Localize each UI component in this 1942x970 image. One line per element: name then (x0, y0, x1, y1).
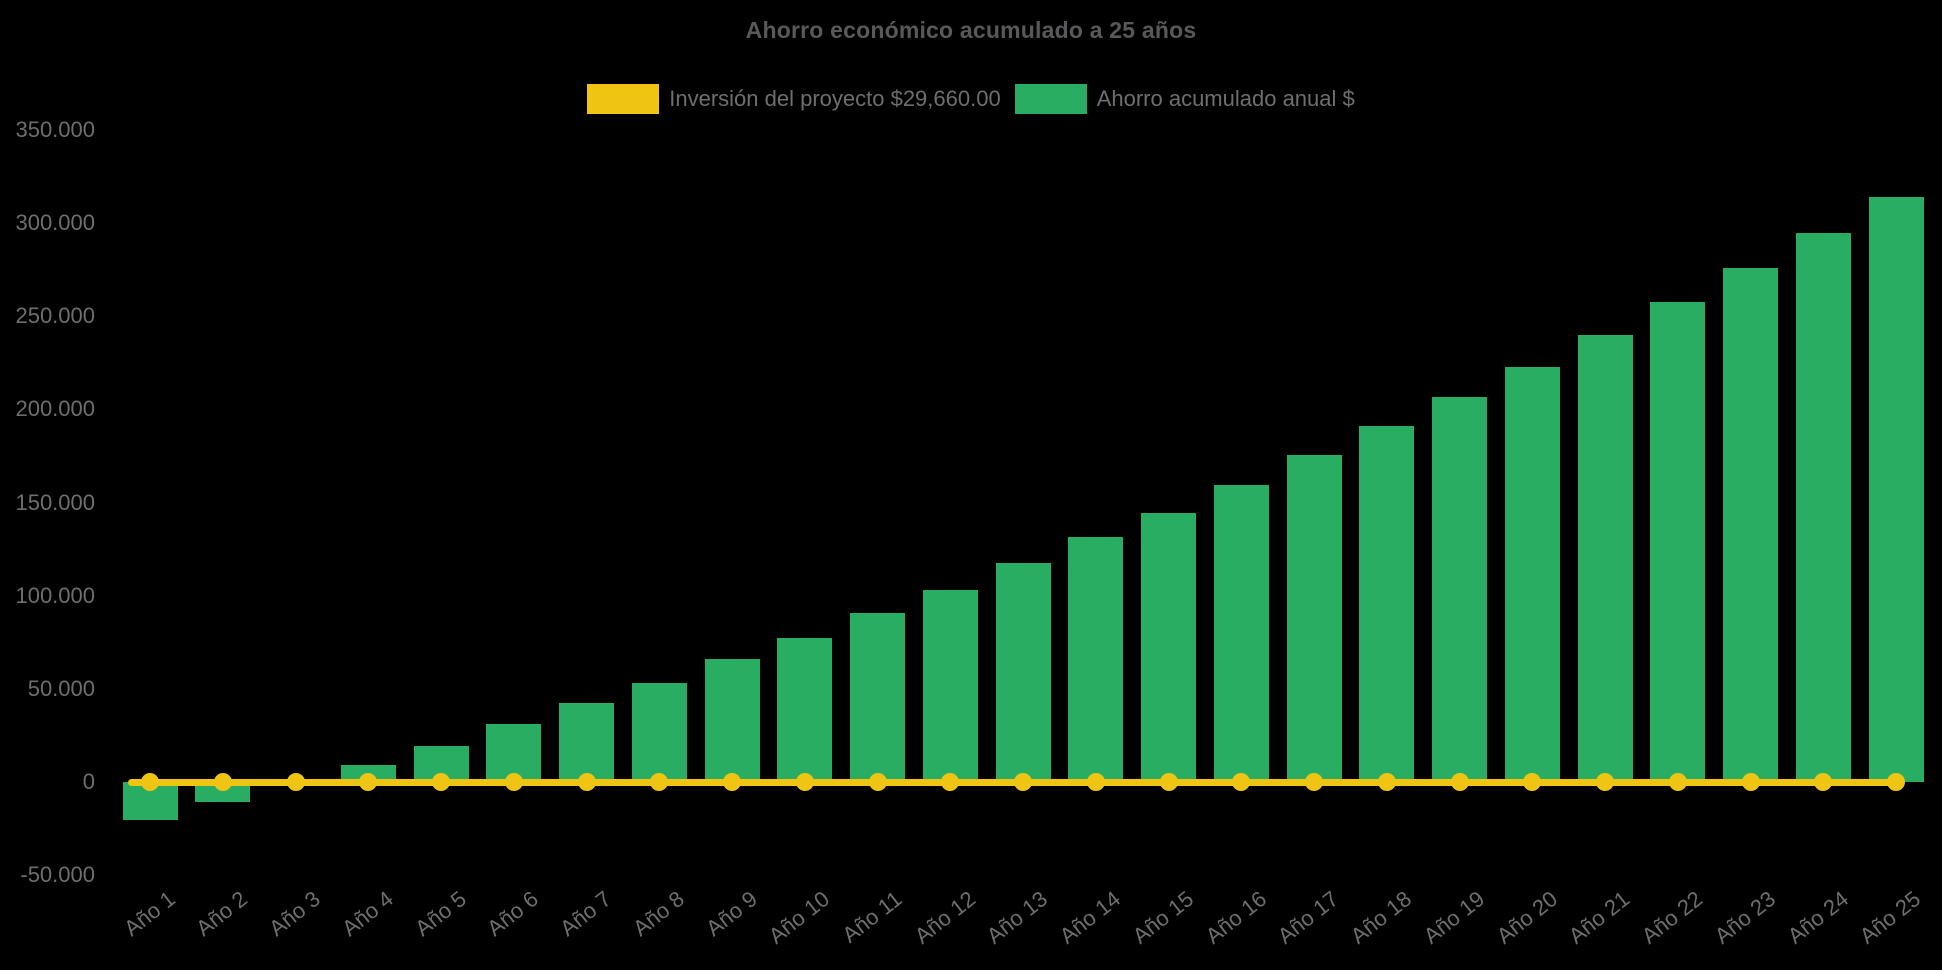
legend-swatch-inversion (587, 84, 660, 114)
x-axis-tick-año-15: Año 15 (1127, 886, 1198, 949)
y-axis-tick--50000: -50.000 (20, 862, 95, 888)
x-axis-tick-año-20: Año 20 (1491, 886, 1562, 949)
line-point-año-16[interactable] (1232, 773, 1251, 791)
y-axis-tick-50000: 50.000 (27, 675, 95, 701)
line-point-año-25[interactable] (1887, 773, 1905, 791)
chart-legend: Inversión del proyecto $29,660.00 Ahorro… (0, 84, 1942, 114)
line-point-año-18[interactable] (1377, 773, 1396, 791)
y-axis-tick-100000: 100.000 (15, 582, 95, 608)
line-point-año-8[interactable] (650, 773, 669, 791)
line-point-año-21[interactable] (1596, 773, 1614, 791)
legend-label-inversion: Inversión del proyecto $29,660.00 (669, 86, 1001, 111)
x-axis-tick-año-16: Año 16 (1200, 886, 1271, 949)
line-point-año-5[interactable] (432, 773, 450, 791)
x-axis-tick-año-18: Año 18 (1345, 886, 1417, 949)
x-axis-tick-año-25: Año 25 (1855, 886, 1926, 949)
bar-año-15[interactable] (1141, 512, 1196, 782)
x-axis-tick-año-19: Año 19 (1418, 886, 1489, 949)
legend-swatch-ahorro (1014, 84, 1087, 114)
bar-año-21[interactable] (1577, 334, 1633, 782)
x-axis-tick-año-5: Año 5 (409, 886, 471, 942)
bar-año-16[interactable] (1213, 484, 1269, 782)
bar-año-13[interactable] (995, 562, 1051, 782)
line-point-año-6[interactable] (504, 773, 523, 791)
bar-año-6[interactable] (486, 724, 542, 782)
line-point-año-14[interactable] (1086, 773, 1105, 791)
x-axis-tick-año-23: Año 23 (1709, 886, 1780, 949)
x-axis-tick-año-24: Año 24 (1782, 886, 1853, 949)
legend-label-ahorro: Ahorro acumulado anual $ (1096, 86, 1355, 111)
y-axis-tick-150000: 150.000 (15, 489, 95, 515)
y-axis-tick-250000: 250.000 (15, 303, 95, 329)
line-point-año-23[interactable] (1741, 773, 1760, 791)
x-axis-tick-año-1: Año 1 (118, 886, 180, 942)
legend-item-inversion[interactable]: Inversión del proyecto $29,660.00 (587, 84, 1001, 114)
chart-title: Ahorro económico acumulado a 25 años (745, 17, 1197, 43)
x-axis-tick-año-21: Año 21 (1564, 886, 1635, 949)
line-point-año-15[interactable] (1159, 773, 1178, 791)
x-axis-tick-año-22: Año 22 (1636, 886, 1708, 949)
bar-año-10[interactable] (777, 637, 833, 782)
line-point-año-4[interactable] (359, 773, 378, 791)
bar-año-22[interactable] (1650, 302, 1706, 782)
x-axis-tick-año-14: Año 14 (1054, 886, 1126, 949)
bar-año-9[interactable] (704, 659, 760, 782)
x-axis-tick-año-10: Año 10 (763, 886, 835, 949)
bar-año-23[interactable] (1723, 267, 1778, 782)
x-axis-tick-año-8: Año 8 (627, 886, 689, 942)
line-point-año-9[interactable] (723, 773, 741, 791)
x-axis-tick-año-2: Año 2 (191, 886, 253, 942)
line-point-año-12[interactable] (941, 773, 960, 791)
bar-año-18[interactable] (1359, 426, 1415, 782)
x-axis-tick-año-17: Año 17 (1273, 886, 1344, 949)
line-point-año-22[interactable] (1668, 773, 1687, 791)
line-point-año-24[interactable] (1814, 773, 1833, 791)
x-axis-tick-año-13: Año 13 (982, 886, 1053, 949)
y-axis-tick-300000: 300.000 (15, 210, 95, 236)
y-axis-tick-0: 0 (82, 769, 95, 794)
line-point-año-3[interactable] (286, 773, 305, 791)
bar-año-12[interactable] (922, 589, 978, 782)
bar-año-17[interactable] (1286, 455, 1342, 782)
bar-año-2[interactable] (195, 782, 251, 803)
x-axis-tick-año-4: Año 4 (336, 886, 398, 942)
bar-año-11[interactable] (850, 613, 905, 782)
bar-año-19[interactable] (1432, 396, 1487, 782)
bar-año-24[interactable] (1795, 233, 1851, 782)
bar-año-7[interactable] (559, 703, 614, 782)
line-point-año-10[interactable] (795, 773, 814, 791)
bar-año-20[interactable] (1504, 366, 1560, 782)
x-axis-tick-año-6: Año 6 (482, 886, 544, 942)
line-point-año-1[interactable] (141, 773, 159, 791)
bar-año-8[interactable] (631, 683, 687, 782)
line-point-año-17[interactable] (1305, 773, 1323, 791)
y-axis-tick-200000: 200.000 (15, 396, 95, 422)
line-point-año-19[interactable] (1450, 773, 1469, 791)
line-point-año-20[interactable] (1523, 773, 1542, 791)
x-axis-tick-año-3: Año 3 (264, 886, 325, 942)
line-point-año-7[interactable] (577, 773, 596, 791)
line-point-año-13[interactable] (1014, 773, 1032, 791)
line-point-año-11[interactable] (868, 773, 887, 791)
y-axis-tick-350000: 350.000 (15, 117, 95, 143)
line-point-año-2[interactable] (213, 773, 232, 791)
bar-año-25[interactable] (1868, 197, 1924, 782)
x-axis-tick-año-9: Año 9 (700, 886, 762, 942)
legend-item-ahorro[interactable]: Ahorro acumulado anual $ (1014, 84, 1355, 114)
x-axis-tick-año-11: Año 11 (837, 886, 907, 948)
x-axis-tick-año-7: Año 7 (555, 886, 616, 942)
x-axis-tick-año-12: Año 12 (909, 886, 980, 949)
bar-año-14[interactable] (1068, 537, 1124, 782)
